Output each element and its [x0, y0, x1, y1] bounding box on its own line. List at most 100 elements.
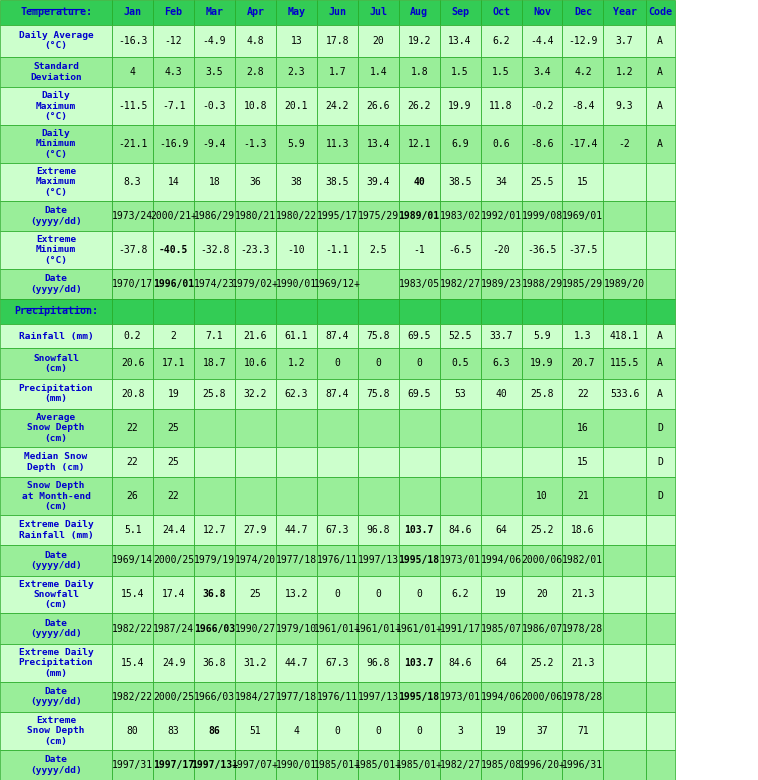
Bar — [317, 299, 358, 324]
Text: 62.3: 62.3 — [284, 388, 309, 399]
Bar — [317, 349, 358, 378]
Text: Extreme Daily
Snowfall
(cm): Extreme Daily Snowfall (cm) — [19, 580, 93, 609]
Bar — [235, 163, 276, 200]
Bar — [646, 299, 675, 324]
Text: 1969/14: 1969/14 — [112, 555, 153, 566]
Text: 39.4: 39.4 — [366, 177, 390, 186]
Text: 1977/18: 1977/18 — [276, 692, 317, 702]
Text: -6.5: -6.5 — [448, 245, 472, 255]
Bar — [481, 25, 522, 57]
Bar — [522, 613, 562, 644]
Text: 0: 0 — [416, 590, 422, 600]
Bar — [112, 324, 153, 349]
Bar — [235, 750, 276, 780]
Bar — [481, 447, 522, 477]
Bar — [399, 682, 440, 712]
Bar — [317, 477, 358, 515]
Bar — [522, 349, 562, 378]
Text: 1.5: 1.5 — [451, 67, 469, 77]
Text: 21: 21 — [577, 491, 589, 501]
Bar — [399, 712, 440, 750]
Bar — [562, 25, 603, 57]
Bar — [522, 231, 562, 269]
Bar — [522, 447, 562, 477]
Text: 19.9: 19.9 — [530, 359, 554, 368]
Text: -10: -10 — [287, 245, 305, 255]
Bar — [153, 324, 194, 349]
Text: 4: 4 — [293, 725, 299, 736]
Bar — [562, 682, 603, 712]
Text: 1.2: 1.2 — [615, 67, 634, 77]
Text: 12.7: 12.7 — [202, 525, 227, 535]
Bar — [440, 299, 481, 324]
Bar — [194, 0, 235, 25]
Bar — [646, 644, 675, 682]
Bar — [399, 477, 440, 515]
Text: 37: 37 — [536, 725, 548, 736]
Bar — [317, 576, 358, 613]
Bar — [153, 613, 194, 644]
Text: 71: 71 — [577, 725, 589, 736]
Bar — [646, 545, 675, 576]
Bar — [358, 349, 399, 378]
Text: 6.9: 6.9 — [451, 139, 469, 149]
Bar — [153, 378, 194, 409]
Bar — [562, 576, 603, 613]
Text: 25: 25 — [168, 457, 180, 467]
Text: 3.5: 3.5 — [205, 67, 224, 77]
Bar — [603, 0, 646, 25]
Bar — [399, 125, 440, 163]
Bar — [235, 477, 276, 515]
Text: 1997/17: 1997/17 — [153, 760, 194, 770]
Bar — [522, 269, 562, 299]
Text: -0.3: -0.3 — [202, 101, 227, 111]
Bar — [112, 87, 153, 125]
Bar — [112, 712, 153, 750]
Bar — [399, 378, 440, 409]
Text: 21.3: 21.3 — [571, 658, 595, 668]
Text: 4.3: 4.3 — [164, 67, 183, 77]
Text: 1990/01: 1990/01 — [276, 760, 317, 770]
Bar — [153, 163, 194, 200]
Bar — [358, 125, 399, 163]
Bar — [603, 349, 646, 378]
Bar — [276, 545, 317, 576]
Bar — [522, 712, 562, 750]
Bar — [112, 299, 153, 324]
Bar — [522, 299, 562, 324]
Bar — [358, 0, 399, 25]
Text: 10.6: 10.6 — [243, 359, 268, 368]
Text: D: D — [657, 423, 663, 433]
Text: 87.4: 87.4 — [325, 331, 349, 341]
Text: 1980/22: 1980/22 — [276, 211, 317, 221]
Text: 15.4: 15.4 — [121, 658, 145, 668]
Text: 1983/05: 1983/05 — [399, 279, 440, 289]
Bar — [276, 324, 317, 349]
Bar — [481, 477, 522, 515]
Bar — [603, 576, 646, 613]
Bar — [358, 299, 399, 324]
Text: 36.8: 36.8 — [202, 658, 227, 668]
Text: 1974/23: 1974/23 — [194, 279, 235, 289]
Bar — [112, 477, 153, 515]
Bar — [0, 682, 112, 712]
Text: 1978/28: 1978/28 — [562, 692, 603, 702]
Bar — [0, 349, 112, 378]
Text: 27.9: 27.9 — [243, 525, 268, 535]
Text: 2.3: 2.3 — [287, 67, 305, 77]
Bar — [481, 644, 522, 682]
Text: -4.9: -4.9 — [202, 36, 227, 46]
Bar — [646, 712, 675, 750]
Text: -12.9: -12.9 — [568, 36, 597, 46]
Bar — [358, 447, 399, 477]
Bar — [358, 25, 399, 57]
Text: 17.1: 17.1 — [161, 359, 186, 368]
Bar — [358, 750, 399, 780]
Text: 11.3: 11.3 — [325, 139, 349, 149]
Text: 1969/01: 1969/01 — [562, 211, 603, 221]
Bar — [399, 515, 440, 545]
Bar — [481, 125, 522, 163]
Bar — [153, 87, 194, 125]
Text: 1997/07+: 1997/07+ — [232, 760, 279, 770]
Bar — [399, 299, 440, 324]
